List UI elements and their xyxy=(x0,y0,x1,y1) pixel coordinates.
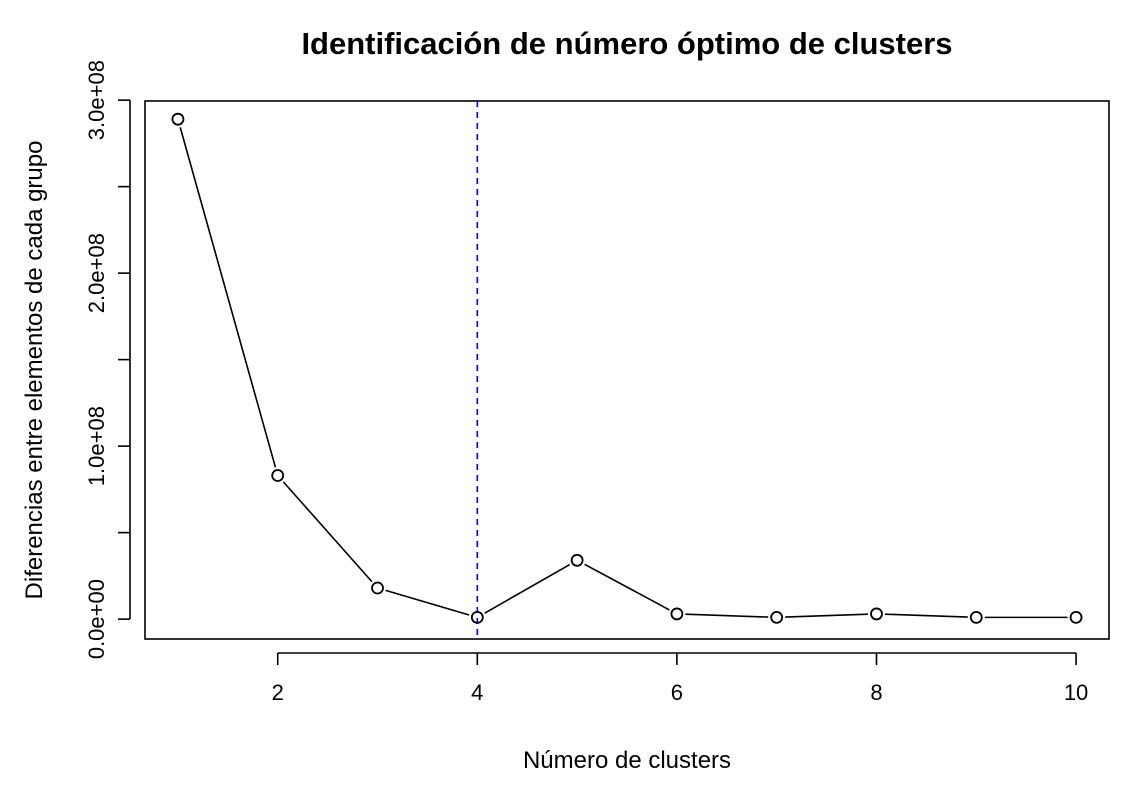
data-point xyxy=(371,581,384,595)
series-line-segment xyxy=(282,481,373,583)
data-point xyxy=(171,112,185,126)
x-tick-label: 10 xyxy=(1064,680,1088,705)
y-axis: 0.0e+00 1.0e+08 2.0e+08 3.0e+08 xyxy=(84,60,131,659)
series-line-segment xyxy=(179,127,277,468)
data-point xyxy=(770,610,784,624)
data-point xyxy=(570,553,584,567)
series-line-segment xyxy=(484,563,571,614)
series-line-segment xyxy=(785,613,869,618)
y-tick-label: 2.0e+08 xyxy=(84,233,109,313)
plot-frame xyxy=(144,100,1110,640)
data-point xyxy=(1069,610,1083,624)
y-tick-label: 1.0e+08 xyxy=(84,406,109,486)
series-layer xyxy=(171,112,1083,624)
x-tick-label: 4 xyxy=(471,680,483,705)
series-line-segment xyxy=(385,589,470,616)
y-tick-label: 0.0e+00 xyxy=(84,579,109,659)
chart-title: Identificación de número óptimo de clust… xyxy=(301,26,952,61)
data-point xyxy=(670,607,684,621)
x-tick-label: 8 xyxy=(870,680,882,705)
x-tick-label: 2 xyxy=(272,680,284,705)
series-line-segment xyxy=(685,613,769,618)
y-tick-label: 3.0e+08 xyxy=(84,60,109,140)
data-point xyxy=(470,610,484,624)
data-point xyxy=(271,469,285,482)
series-line-segment xyxy=(884,613,968,618)
x-axis-label: Número de clusters xyxy=(523,747,731,774)
x-tick-label: 6 xyxy=(671,680,683,705)
x-axis: 2 4 6 8 10 xyxy=(272,652,1088,705)
y-axis-label: Diferencias entre elementos de cada grup… xyxy=(21,141,48,600)
series-line-segment xyxy=(584,563,670,611)
data-point xyxy=(969,610,983,624)
data-point xyxy=(870,607,883,621)
